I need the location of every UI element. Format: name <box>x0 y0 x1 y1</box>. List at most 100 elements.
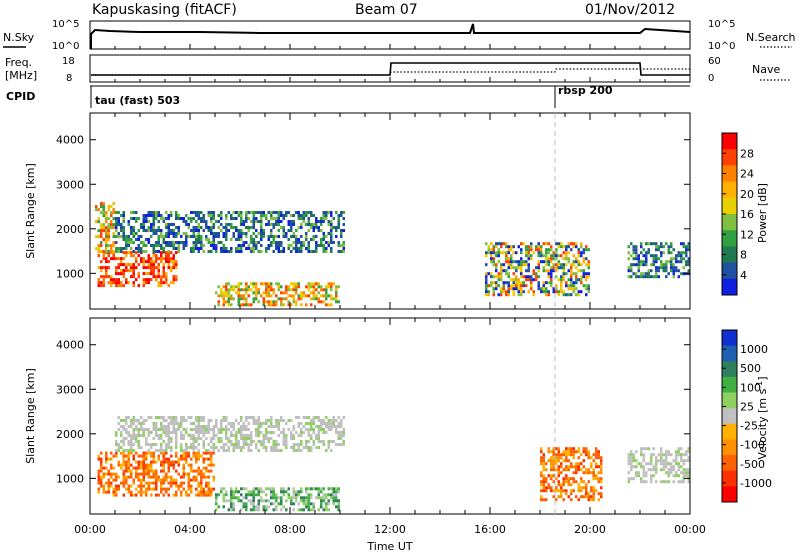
power-cell-region-2 <box>270 235 273 238</box>
velocity-cell-region-1 <box>335 419 338 422</box>
power-cell-region-0 <box>162 272 165 276</box>
velocity-cell-region-1 <box>177 422 180 425</box>
velocity-cell-region-2 <box>302 499 305 503</box>
cpid-label: CPID <box>6 90 35 103</box>
power-cell-region-0 <box>107 266 110 270</box>
velocity-cell-region-0 <box>110 451 113 455</box>
power-cell-region-2 <box>332 241 335 244</box>
velocity-cell-region-1 <box>290 419 293 422</box>
velocity-cell-region-1 <box>317 437 320 440</box>
power-cell-region-4 <box>515 266 518 270</box>
power-cell-region-4 <box>565 251 568 255</box>
velocity-cell-region-1 <box>302 416 305 419</box>
power-cell-region-2 <box>327 241 330 244</box>
velocity-cell-region-1 <box>255 431 258 434</box>
velocity-cell-region-1 <box>300 443 303 446</box>
power-cell-region-0 <box>160 275 163 279</box>
power-cell-region-4 <box>530 275 533 279</box>
power-cell-region-5 <box>657 257 660 261</box>
power-cell-region-0 <box>122 257 125 261</box>
velocity-cell-region-4 <box>687 474 690 478</box>
power-cell-region-2 <box>232 226 235 229</box>
power-cell-region-0 <box>162 275 165 279</box>
power-cell-region-1 <box>107 208 110 212</box>
velocity-cell-region-1 <box>215 434 218 437</box>
noise-left-tick-bottom: 10^0 <box>52 41 79 52</box>
power-cell-region-2 <box>210 214 213 217</box>
power-cell-region-2 <box>255 229 258 232</box>
power-cell-region-2 <box>290 250 293 253</box>
velocity-cell-region-1 <box>160 428 163 431</box>
velocity-cell-region-4 <box>630 456 633 460</box>
power-cell-region-5 <box>632 257 635 261</box>
power-cell-region-4 <box>567 260 570 264</box>
power-cell-region-3 <box>245 303 248 307</box>
velocity-cell-region-1 <box>187 446 190 449</box>
power-cell-region-2 <box>125 235 128 238</box>
velocity-cell-region-1 <box>342 443 345 446</box>
velocity-cell-region-0 <box>125 466 128 470</box>
velocity-cell-region-3 <box>545 486 548 490</box>
power-cell-region-2 <box>287 247 290 250</box>
power-cell-region-3 <box>250 303 253 307</box>
power-cell-region-2 <box>142 217 145 220</box>
velocity-cell-region-3 <box>570 492 573 496</box>
power-cell-region-4 <box>550 272 553 276</box>
power-cell-region-4 <box>535 266 538 270</box>
power-cell-region-0 <box>100 260 103 264</box>
velocity-cell-region-1 <box>317 428 320 431</box>
velocity-cell-region-0 <box>167 460 170 464</box>
velocity-cell-region-1 <box>140 428 143 431</box>
velocity-cbar-segment <box>722 345 737 362</box>
power-cell-region-3 <box>307 294 310 298</box>
power-cell-region-2 <box>222 244 225 247</box>
power-cell-region-2 <box>130 211 133 214</box>
power-cell-region-0 <box>150 269 153 273</box>
power-cell-region-4 <box>530 281 533 285</box>
velocity-cell-region-4 <box>667 471 670 475</box>
power-cell-region-2 <box>255 241 258 244</box>
power-cell-region-4 <box>520 263 523 267</box>
power-cell-region-2 <box>215 220 218 223</box>
power-cell-region-2 <box>205 226 208 229</box>
velocity-cell-region-0 <box>142 475 145 479</box>
power-cell-region-0 <box>100 269 103 273</box>
velocity-cell-region-1 <box>217 437 220 440</box>
velocity-cell-region-3 <box>572 447 575 451</box>
velocity-cell-region-0 <box>125 478 128 482</box>
power-cell-region-3 <box>322 300 325 304</box>
velocity-cell-region-4 <box>665 453 668 457</box>
power-cell-region-3 <box>230 288 233 292</box>
power-cell-region-0 <box>152 254 155 258</box>
power-cell-region-2 <box>182 232 185 235</box>
power-cell-region-2 <box>117 232 120 235</box>
velocity-cell-region-0 <box>115 478 118 482</box>
velocity-cell-region-4 <box>645 480 648 484</box>
velocity-cell-region-2 <box>230 505 233 509</box>
velocity-cell-region-4 <box>670 465 673 469</box>
power-cell-region-4 <box>557 245 560 249</box>
velocity-cell-region-0 <box>145 481 148 485</box>
power-cell-region-3 <box>295 291 298 295</box>
power-cell-region-3 <box>227 288 230 292</box>
power-cell-region-0 <box>130 251 133 255</box>
velocity-cell-region-1 <box>210 419 213 422</box>
power-cell-region-4 <box>495 269 498 273</box>
velocity-cell-region-1 <box>255 422 258 425</box>
power-cell-region-4 <box>562 272 565 276</box>
power-cell-region-0 <box>125 269 128 273</box>
power-cell-region-0 <box>115 281 118 285</box>
power-cell-region-5 <box>687 242 690 246</box>
power-cell-region-0 <box>100 275 103 279</box>
power-cell-region-2 <box>227 223 230 226</box>
velocity-cell-region-1 <box>332 422 335 425</box>
velocity-cell-region-4 <box>662 480 665 484</box>
velocity-cell-region-3 <box>542 480 545 484</box>
power-cell-region-2 <box>277 250 280 253</box>
power-cell-region-3 <box>255 285 258 289</box>
power-cell-region-5 <box>677 275 680 279</box>
power-cell-region-4 <box>580 278 583 282</box>
velocity-cell-region-1 <box>272 446 275 449</box>
velocity-cell-region-1 <box>217 428 220 431</box>
